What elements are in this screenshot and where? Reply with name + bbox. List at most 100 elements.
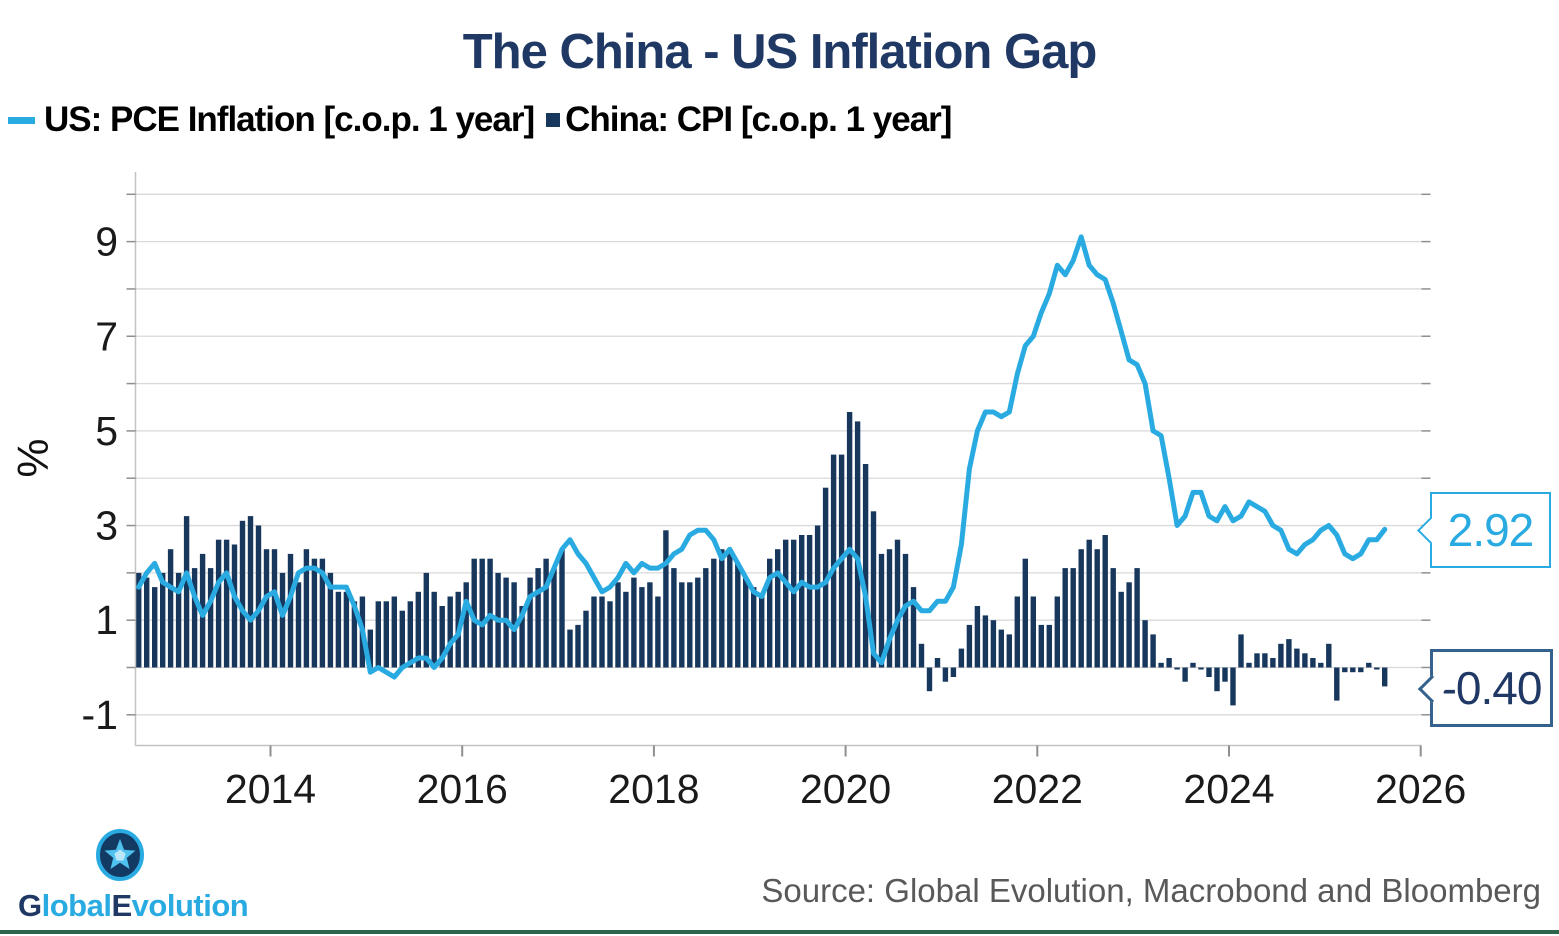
- legend-label-us: US: PCE Inflation [c.o.p. 1 year]: [44, 100, 535, 139]
- china-cpi-bar: [990, 620, 997, 668]
- china-cpi-bar: [862, 464, 869, 668]
- china-cpi-bar: [751, 587, 757, 668]
- china-cpi-bar: [982, 615, 989, 668]
- y-tick-label: 7: [95, 313, 118, 359]
- china-cpi-bar: [559, 549, 565, 668]
- last-value-callout-us: 2.92: [1417, 492, 1551, 568]
- china-cpi-bar: [343, 591, 350, 668]
- china-cpi-bar: [423, 572, 429, 668]
- china-cpi-bar: [1318, 662, 1324, 668]
- china-cpi-bar: [814, 525, 821, 668]
- china-cpi-bar: [1302, 653, 1308, 668]
- china-cpi-bar: [136, 572, 142, 668]
- us-inflation-line: [136, 234, 1388, 680]
- china-cpi-bar: [1134, 568, 1140, 668]
- china-cpi-bar: [1262, 653, 1268, 668]
- china-cpi-bar: [303, 549, 310, 668]
- china-cpi-bar: [1078, 549, 1084, 668]
- china-cpi-bar: [271, 549, 278, 668]
- china-cpi-bar: [1358, 667, 1364, 673]
- china-cpi-bar: [255, 525, 262, 668]
- china-cpi-bar: [631, 577, 637, 668]
- china-cpi-bar: [767, 558, 773, 668]
- china-cpi-bar: [974, 606, 981, 668]
- china-cpi-bar: [1086, 539, 1092, 668]
- china-cpi-bar: [1214, 667, 1220, 692]
- china-cpi-bar: [1222, 667, 1228, 682]
- logo-wordmark: GlobalEvolution: [18, 888, 258, 924]
- china-cpi-bar: [295, 582, 302, 668]
- china-cpi-bar: [1094, 549, 1100, 668]
- china-cpi-bar: [711, 558, 717, 668]
- china-cpi-bar: [639, 587, 645, 668]
- china-cpi-bar: [1278, 643, 1284, 668]
- china-cpi-bar: [1206, 667, 1212, 677]
- china-cpi-bar: [415, 591, 421, 668]
- china-cpi-bar: [327, 572, 334, 668]
- china-cpi-bar: [591, 596, 597, 668]
- china-cpi-bar: [1270, 658, 1276, 668]
- china-cpi-bar: [311, 558, 318, 668]
- axes: 9 7 5 3 1 -1 2014 2016 2018 2020 2022 2024 2026: [82, 172, 1466, 812]
- china-cpi-bar: [160, 572, 166, 668]
- china-cpi-bar: [367, 629, 373, 668]
- x-tick-label: 2024: [1183, 766, 1274, 812]
- bottom-divider: [0, 930, 1559, 934]
- china-cpi-bar: [1286, 639, 1292, 668]
- china-cpi-bar: [407, 601, 413, 668]
- china-cpi-bar: [527, 577, 533, 668]
- x-tick-label: 2018: [608, 766, 699, 812]
- china-cpi-bar: [1182, 667, 1188, 682]
- china-cpi-bar: [910, 587, 917, 668]
- china-cpi-bar: [1150, 634, 1156, 668]
- china-cpi-bar: [247, 516, 254, 668]
- china-cpi-bar: [1046, 624, 1052, 668]
- source-attribution: Source: Global Evolution, Macrobond and …: [761, 872, 1541, 909]
- china-cpi-bar: [918, 643, 925, 668]
- callout-china-value: -0.40: [1441, 662, 1543, 714]
- star-logo-icon: [96, 829, 144, 881]
- china-cpi-bar: [1126, 582, 1132, 668]
- callout-us-value: 2.92: [1447, 504, 1535, 556]
- china-cpi-bar: [1374, 667, 1380, 670]
- china-cpi-bar: [1038, 624, 1044, 668]
- china-cpi-bar: [1190, 662, 1196, 668]
- china-cpi-bar: [759, 596, 765, 668]
- china-cpi-bar: [655, 596, 661, 668]
- china-cpi-bar: [607, 601, 613, 668]
- china-cpi-bar: [551, 568, 557, 668]
- gridlines: [135, 193, 1422, 716]
- china-cpi-bar: [431, 591, 437, 668]
- china-cpi-bar: [279, 572, 286, 668]
- china-cpi-bar: [1070, 568, 1076, 668]
- china-cpi-bar: [535, 568, 541, 668]
- china-cpi-bar: [679, 582, 685, 668]
- china-cpi-bar: [934, 658, 941, 668]
- china-cpi-bar: [719, 549, 725, 668]
- china-cpi-bar: [1310, 658, 1316, 668]
- china-cpi-bar: [1054, 596, 1060, 668]
- y-tick-label: 3: [95, 503, 118, 549]
- y-tick-label: -1: [82, 692, 118, 738]
- chart-title: The China - US Inflation Gap: [462, 25, 1098, 79]
- china-cpi-bar: [1342, 667, 1348, 673]
- china-cpi-bar: [207, 568, 214, 668]
- china-cpi-bar: [567, 629, 573, 668]
- logo-text-part: volution: [131, 888, 249, 923]
- china-cpi-bar: [695, 577, 701, 668]
- china-cpi-bar: [663, 530, 669, 668]
- china-cpi-bar: [1030, 596, 1036, 668]
- y-tick-label: 9: [95, 219, 118, 265]
- china-cpi-bar: [447, 596, 453, 668]
- y-tick-label: 1: [95, 597, 118, 643]
- china-cpi-bar: [239, 520, 246, 668]
- china-cpi-bar: [144, 577, 150, 668]
- china-cpi-bar: [1238, 634, 1244, 668]
- china-cpi-bar: [1142, 620, 1148, 668]
- logo-text-part: lobal: [41, 888, 112, 923]
- china-cpi-bar: [1294, 648, 1300, 668]
- china-cpi-bar: [519, 606, 525, 668]
- china-cpi-bar: [1254, 653, 1260, 668]
- y-tick-label: 5: [95, 408, 118, 454]
